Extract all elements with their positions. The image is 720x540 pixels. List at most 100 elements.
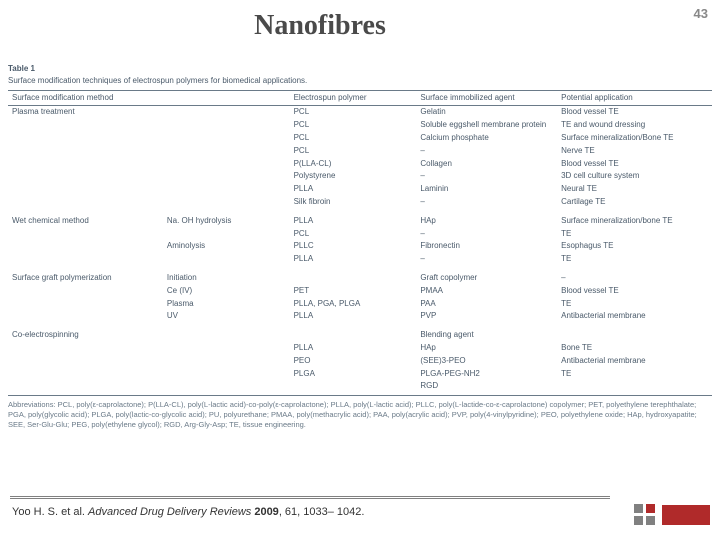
table-row: Ce (IV)PETPMAABlood vessel TE [8,285,712,298]
table-cell: RGD [416,380,557,395]
table-cell [163,368,290,381]
table-cell: Plasma [163,298,290,311]
table-header-cell [163,90,290,106]
table-cell [163,106,290,119]
table-cell [8,228,163,241]
table-cell: Cartilage TE [557,196,712,209]
table-cell: Na. OH hydrolysis [163,215,290,228]
table-row: Plasma treatmentPCLGelatinBlood vessel T… [8,106,712,119]
table-cell: Ce (IV) [163,285,290,298]
table-cell [8,183,163,196]
table-cell: – [416,228,557,241]
table-cell: Esophagus TE [557,240,712,253]
table-cell: Blood vessel TE [557,106,712,119]
page-number: 43 [694,6,708,21]
table-cell [163,196,290,209]
table-cell: – [416,253,557,266]
table-cell [557,329,712,342]
footer-rule [10,496,610,498]
table-cell [8,310,163,323]
table-cell: Graft copolymer [416,272,557,285]
citation-year: 2009 [254,506,278,518]
table-cell: Calcium phosphate [416,132,557,145]
table-cell: Antibacterial membrane [557,355,712,368]
table-cell [163,132,290,145]
table-header-cell: Potential application [557,90,712,106]
table-row: AminolysisPLLCFibronectinEsophagus TE [8,240,712,253]
table-cell: PET [290,285,417,298]
table-cell [163,228,290,241]
table-cell [290,329,417,342]
table-cell [290,272,417,285]
table-cell [8,298,163,311]
table-cell: TE [557,368,712,381]
table-cell: PLLA [290,342,417,355]
table-cell [163,355,290,368]
table-cell: TE [557,253,712,266]
table-cell [163,329,290,342]
table-row: PEO(SEE)3-PEOAntibacterial membrane [8,355,712,368]
red-block [662,505,710,525]
table-cell [557,380,712,395]
table-cell: PCL [290,106,417,119]
table-row: Wet chemical methodNa. OH hydrolysisPLLA… [8,215,712,228]
table-cell: TE and wound dressing [557,119,712,132]
table-cell: Neural TE [557,183,712,196]
table-cell [8,285,163,298]
table-cell: TE [557,228,712,241]
table-cell [163,253,290,266]
table-cell [163,170,290,183]
table-row: Silk fibroin–Cartilage TE [8,196,712,209]
table-row: PCL–TE [8,228,712,241]
table-cell [8,253,163,266]
footer-logo-block [634,504,710,526]
table-cell: Collagen [416,158,557,171]
table-cell [290,380,417,395]
table-cell: (SEE)3-PEO [416,355,557,368]
table-cell: PLLA [290,183,417,196]
table-row: Co-electrospinning Blending agent [8,329,712,342]
table-cell [8,132,163,145]
logo-icon [634,504,656,526]
table-cell [8,368,163,381]
table-cell: TE [557,298,712,311]
table-cell: Initiation [163,272,290,285]
table-cell [8,342,163,355]
table-row: PLLA–TE [8,253,712,266]
table-cell: Antibacterial membrane [557,310,712,323]
table-header-cell: Surface modification method [8,90,163,106]
table-cell: PLLA [290,310,417,323]
table-cell: Laminin [416,183,557,196]
table-caption: Surface modification techniques of elect… [8,76,712,87]
table-row: PCLCalcium phosphateSurface mineralizati… [8,132,712,145]
table-cell: Blood vessel TE [557,285,712,298]
table-header-cell: Electrospun polymer [290,90,417,106]
table-label: Table 1 [8,64,712,75]
table-cell [8,380,163,395]
table-cell: Co-electrospinning [8,329,163,342]
table-row: PlasmaPLLA, PGA, PLGAPAATE [8,298,712,311]
table-cell: PLGA [290,368,417,381]
table-cell [163,183,290,196]
table-cell: Nerve TE [557,145,712,158]
table-row: PCLSoluble eggshell membrane proteinTE a… [8,119,712,132]
table-row: Surface graft polymerizationInitiation Gr… [8,272,712,285]
table-cell: Wet chemical method [8,215,163,228]
table-row: RGD [8,380,712,395]
table-cell [163,145,290,158]
table-cell: Soluble eggshell membrane protein [416,119,557,132]
modification-table: Surface modification method Electrospun p… [8,90,712,397]
table-cell: PLLA [290,215,417,228]
table-cell: Polystyrene [290,170,417,183]
table-cell: PEO [290,355,417,368]
table-cell [163,380,290,395]
table-cell: PLGA-PEG-NH2 [416,368,557,381]
table-cell: P(LLA-CL) [290,158,417,171]
table-cell: Surface graft polymerization [8,272,163,285]
table-cell: PLLC [290,240,417,253]
citation: Yoo H. S. et al. Advanced Drug Delivery … [12,506,364,518]
table-row: PLGAPLGA-PEG-NH2TE [8,368,712,381]
table-cell: Silk fibroin [290,196,417,209]
table-cell: Blending agent [416,329,557,342]
table-header-cell: Surface immobilized agent [416,90,557,106]
